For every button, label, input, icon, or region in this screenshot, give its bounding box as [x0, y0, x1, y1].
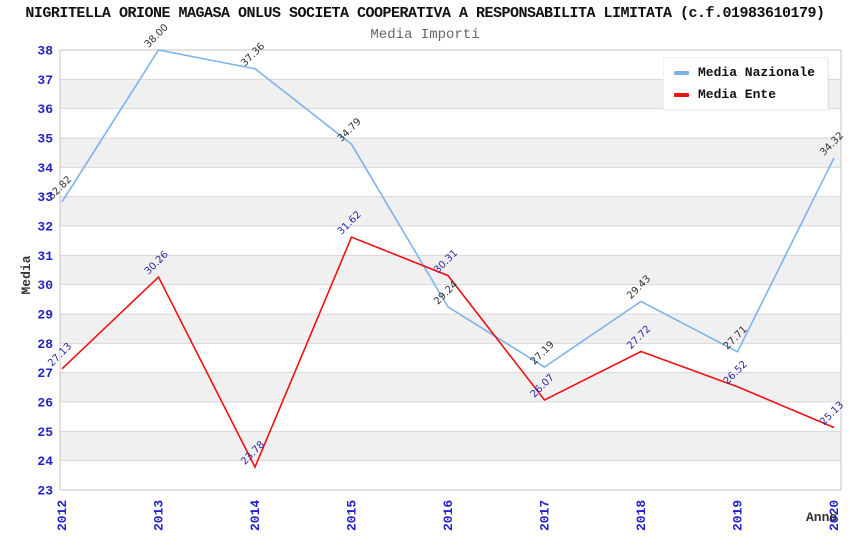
- x-tick-label: 2016: [441, 500, 456, 531]
- y-tick-label: 26: [37, 396, 53, 411]
- y-tick-label: 29: [37, 308, 53, 323]
- legend: Media Nazionale Media Ente: [663, 57, 829, 110]
- x-tick-label: 2017: [538, 500, 553, 531]
- grid-band: [60, 431, 841, 461]
- y-tick-label: 28: [37, 337, 53, 352]
- legend-swatch-media-ente: [674, 92, 689, 97]
- data-label: 37.36: [239, 41, 267, 69]
- legend-label: Media Ente: [698, 87, 777, 102]
- y-tick-label: 34: [37, 161, 53, 176]
- data-label: 38.00: [143, 22, 171, 50]
- plot-border: [59, 49, 842, 491]
- chart-subtitle: Media Importi: [370, 27, 480, 43]
- data-label: 25.13: [818, 400, 846, 428]
- x-tick-label: 2012: [55, 500, 70, 531]
- y-tick-label: 23: [37, 484, 53, 499]
- y-tick-label: 37: [37, 73, 53, 88]
- grid-band: [60, 196, 841, 226]
- x-tick-label: 2020: [827, 500, 842, 531]
- grid-band: [60, 314, 841, 344]
- chart-title: NIGRITELLA ORIONE MAGASA ONLUS SOCIETA C…: [25, 5, 825, 22]
- x-tick-label: 2019: [731, 500, 746, 531]
- x-tick-label: 2015: [345, 500, 360, 531]
- y-tick-label: 32: [37, 220, 53, 235]
- x-axis-title: Anno: [806, 510, 837, 525]
- series-line-media-nazionale: [61, 49, 835, 369]
- y-tick-label: 30: [37, 278, 53, 293]
- y-tick-label: 33: [37, 190, 53, 205]
- y-tick-label: 36: [37, 102, 53, 117]
- x-tick-label: 2014: [248, 500, 263, 531]
- y-tick-label: 38: [37, 44, 53, 59]
- y-tick-label: 27: [37, 366, 53, 381]
- x-tick-label: 2013: [152, 500, 167, 531]
- y-tick-label: 35: [37, 132, 53, 147]
- y-axis-title: Media: [19, 255, 34, 294]
- legend-item-media-ente[interactable]: Media Ente: [674, 87, 815, 102]
- y-tick-label: 24: [37, 454, 53, 469]
- grid-band: [60, 138, 841, 168]
- x-tick-label: 2018: [634, 500, 649, 531]
- series-line-media-ente: [61, 236, 835, 470]
- legend-swatch-media-nazionale: [674, 70, 689, 75]
- legend-item-media-nazionale[interactable]: Media Nazionale: [674, 65, 815, 80]
- y-tick-label: 31: [37, 249, 53, 264]
- y-tick-label: 25: [37, 425, 53, 440]
- legend-label: Media Nazionale: [698, 65, 816, 80]
